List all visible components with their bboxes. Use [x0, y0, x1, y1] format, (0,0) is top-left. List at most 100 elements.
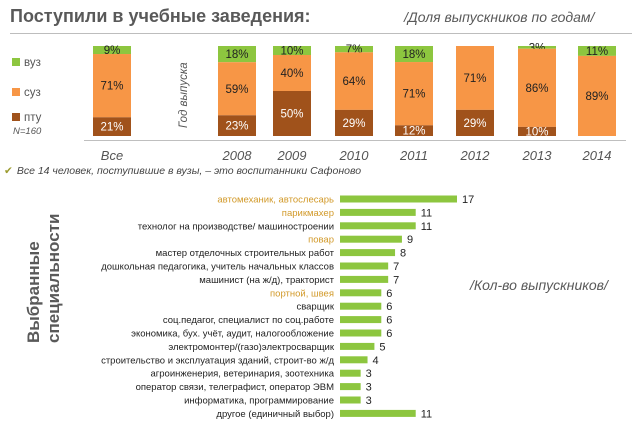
specialties-subtitle: /Кол-во выпускников/	[470, 277, 608, 293]
hbar-category-label: электромонтер/(газо)электросварщик	[168, 342, 334, 353]
hbar	[340, 249, 396, 257]
bar-segment-пту	[395, 125, 433, 136]
legend-swatch-суз	[12, 88, 20, 96]
hbar	[340, 409, 416, 417]
x-tick-label: 2013	[522, 148, 553, 163]
data-label: 89%	[585, 91, 608, 103]
hbar-category-label: информатика, программирование	[184, 396, 334, 407]
hbar	[340, 289, 382, 297]
hbar	[340, 235, 402, 243]
x-tick-label: 2008	[222, 148, 253, 163]
legend-label: вуз	[24, 57, 41, 69]
x-tick-label: 2011	[399, 148, 428, 163]
data-label: 64%	[342, 76, 365, 88]
data-label: 71%	[100, 81, 123, 93]
hbar-category-label: портной, швея	[270, 288, 334, 299]
hbar	[340, 208, 416, 216]
data-label: 18%	[402, 49, 425, 61]
data-label: 71%	[463, 73, 486, 85]
specialties-title-line1: Выбранные	[24, 241, 43, 343]
bar-segment-суз	[93, 54, 131, 118]
hbar-value-label: 3	[366, 382, 372, 394]
hbar	[340, 262, 389, 270]
specialties-title: Выбранные специальности	[24, 214, 63, 343]
bar-segment-пту	[335, 109, 373, 136]
bar-segment-суз	[578, 55, 616, 136]
data-label: 23%	[225, 121, 248, 133]
x-tick-label: 2012	[460, 148, 491, 163]
bar-segment-пту	[456, 109, 494, 136]
hbar	[340, 396, 361, 404]
x-tick-label: 2009	[277, 148, 307, 163]
bar-segment-вуз	[518, 46, 556, 49]
stacked-bar-chart: 9%71%21%Все18%59%23%200810%40%50%20097%6…	[12, 42, 626, 163]
hbar-category-label: парикмахер	[282, 208, 334, 219]
hbar-value-label: 7	[393, 261, 399, 273]
hbar-category-label: повар	[308, 235, 334, 246]
x-tick-label: 2010	[339, 148, 370, 163]
bar-segment-пту	[93, 117, 131, 136]
data-label: 29%	[463, 118, 486, 130]
legend-label: пту	[24, 112, 42, 124]
hbar-value-label: 17	[462, 194, 474, 206]
bar-segment-пту	[273, 91, 311, 136]
hbar	[340, 383, 361, 391]
legend-swatch-пту	[12, 113, 20, 121]
page-title: Поступили в учебные заведения:	[10, 6, 311, 26]
hbar-category-label: другое (единичный выбор)	[216, 409, 334, 420]
hbar	[340, 369, 361, 377]
hbar	[340, 275, 389, 283]
hbar	[340, 195, 457, 203]
hbar-category-label: машинист (на ж/д), тракторист	[199, 275, 334, 286]
bar-segment-суз	[218, 62, 256, 116]
hbar-value-label: 8	[400, 248, 406, 260]
hbar-category-label: строительство и эксплуатация зданий, стр…	[101, 355, 334, 366]
bar-segment-вуз	[578, 46, 616, 56]
data-label: 21%	[100, 122, 123, 134]
hbar-category-label: сварщик	[296, 302, 334, 313]
data-label: 71%	[402, 89, 425, 101]
data-label: 59%	[225, 84, 248, 96]
hbar-value-label: 6	[386, 315, 392, 327]
hbar-value-label: 6	[386, 301, 392, 313]
data-label: 40%	[280, 68, 303, 80]
hbar-category-label: экономика, бух. учёт, аудит, налогооблож…	[131, 329, 334, 340]
hbar-value-label: 6	[386, 288, 392, 300]
x-tick-label: Все	[101, 148, 123, 163]
hbar-value-label: 3	[366, 395, 372, 407]
bar-segment-вуз	[395, 46, 433, 63]
bar-segment-суз	[395, 62, 433, 126]
page-subtitle: /Доля выпускников по годам/	[404, 9, 595, 25]
data-label: 11%	[586, 46, 608, 58]
bar-segment-вуз	[218, 46, 256, 63]
bar-segment-суз	[456, 46, 494, 110]
hbar-value-label: 7	[393, 274, 399, 286]
specialties-title-line2: специальности	[44, 214, 63, 343]
data-label: 50%	[280, 109, 303, 121]
hbar	[340, 329, 382, 337]
hbar	[340, 302, 382, 310]
footnote: ✔ Все 14 человек, поступившие в вузы, – э…	[4, 165, 361, 177]
bar-segment-пту	[518, 126, 556, 136]
data-label: 29%	[342, 118, 365, 130]
x-tick-label: 2014	[582, 148, 612, 163]
bar-segment-пту	[218, 115, 256, 136]
hbar-category-label: агроинженерия, ветеринария, зоотехника	[151, 369, 335, 380]
hbar-value-label: 9	[407, 234, 413, 246]
hbar	[340, 342, 375, 350]
hbar-value-label: 5	[379, 341, 385, 353]
hbar-value-label: 11	[421, 221, 432, 233]
hbar	[340, 316, 382, 324]
hbar-value-label: 4	[373, 355, 379, 367]
bar-segment-вуз	[273, 46, 311, 55]
hbar-value-label: 11	[421, 408, 432, 420]
checkmark-icon: ✔	[4, 165, 13, 177]
hbar	[340, 222, 416, 230]
data-label: 18%	[225, 49, 248, 61]
bar-segment-суз	[518, 48, 556, 127]
hbar-category-label: автомеханик, автослесарь	[217, 195, 334, 206]
data-label: 12%	[402, 126, 425, 138]
hbar-value-label: 11	[421, 207, 432, 219]
bar-segment-суз	[273, 55, 311, 91]
